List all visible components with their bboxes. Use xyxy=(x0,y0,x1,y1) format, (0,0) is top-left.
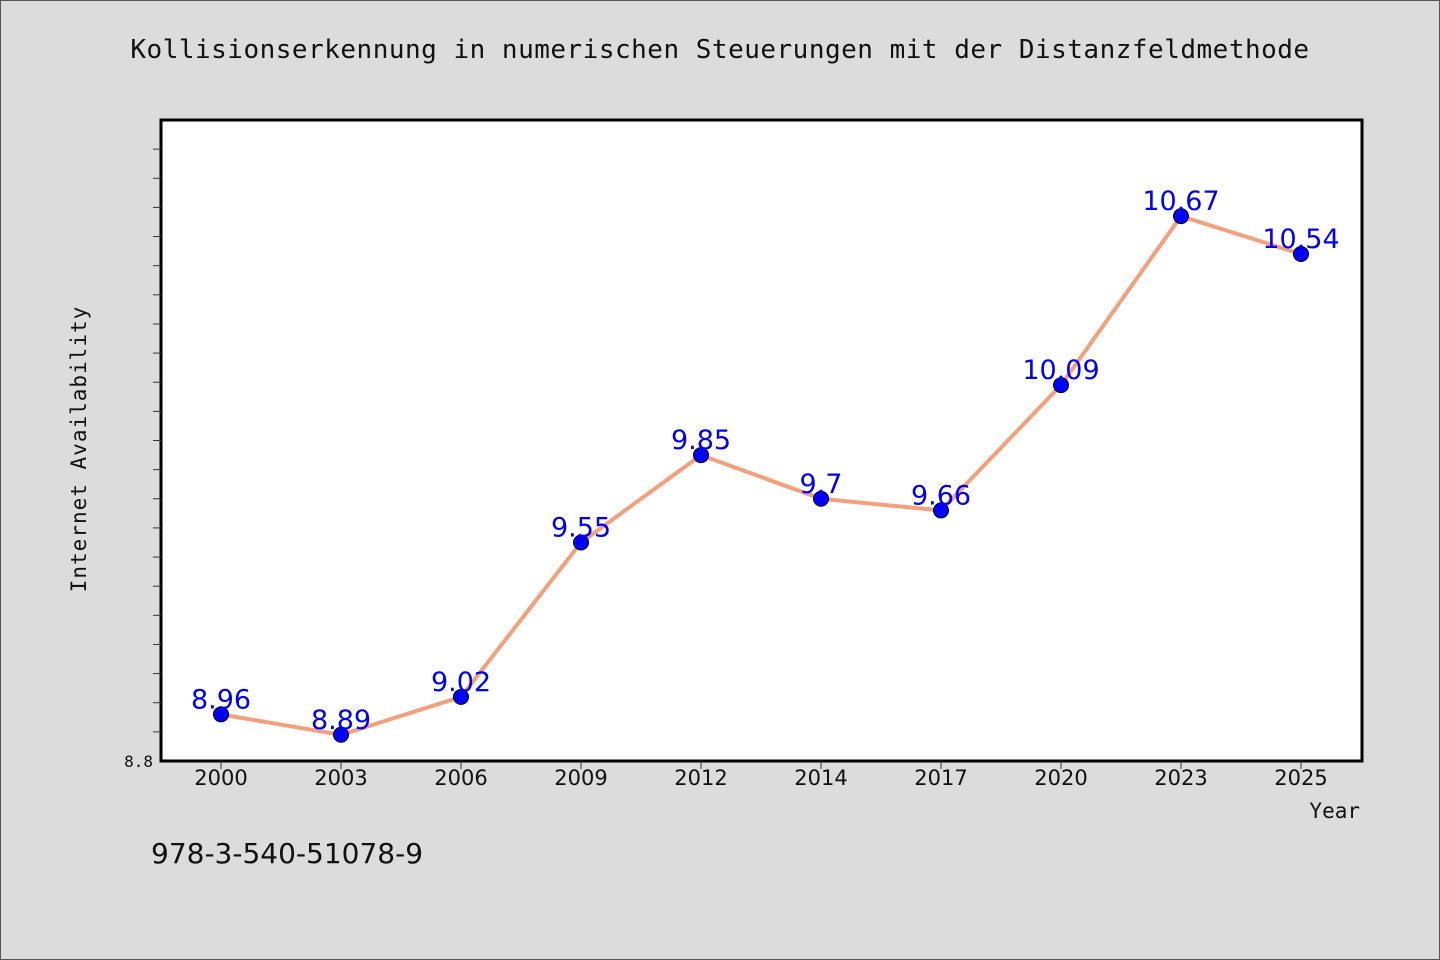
x-axis-label: Year xyxy=(1309,799,1360,823)
data-point xyxy=(1293,246,1309,263)
x-tick-label: 2012 xyxy=(674,766,727,790)
data-label: 10.54 xyxy=(1262,224,1339,255)
x-tick-label: 2023 xyxy=(1154,766,1207,790)
y-axis-label: Internet Availability xyxy=(67,306,91,593)
series-line xyxy=(219,214,1303,737)
x-tick-label: 2009 xyxy=(554,766,607,790)
data-label: 9.85 xyxy=(671,425,731,456)
chart-title: Kollisionserkennung in numerischen Steue… xyxy=(130,35,1310,65)
data-label: 9.55 xyxy=(551,512,611,543)
data-point xyxy=(1053,377,1069,394)
data-label: 10.67 xyxy=(1142,186,1219,217)
data-label: 8.89 xyxy=(311,705,371,736)
data-point xyxy=(333,726,349,743)
plot-area xyxy=(159,118,1364,763)
data-point xyxy=(453,688,469,705)
x-tick-label: 2020 xyxy=(1034,766,1087,790)
data-label: 9.66 xyxy=(911,480,971,511)
data-point xyxy=(573,534,589,551)
data-label: 10.09 xyxy=(1022,355,1099,386)
data-point xyxy=(213,706,229,723)
x-tick-label: 2006 xyxy=(434,766,487,790)
footer-code: 978-3-540-51078-9 xyxy=(151,837,424,870)
data-point xyxy=(693,447,709,464)
data-point xyxy=(1173,208,1189,225)
x-tick-label: 2014 xyxy=(794,766,847,790)
y-tick-label: 8.8 xyxy=(124,752,153,771)
x-tick-label: 2017 xyxy=(914,766,967,790)
x-tick-label: 2025 xyxy=(1274,766,1327,790)
data-label: 9.02 xyxy=(431,667,491,698)
x-tick-label: 2000 xyxy=(194,766,247,790)
data-label: 9.7 xyxy=(800,469,843,500)
data-point xyxy=(813,490,829,507)
x-tick-label: 2003 xyxy=(314,766,367,790)
data-label: 8.96 xyxy=(191,684,251,715)
data-point xyxy=(933,502,949,519)
